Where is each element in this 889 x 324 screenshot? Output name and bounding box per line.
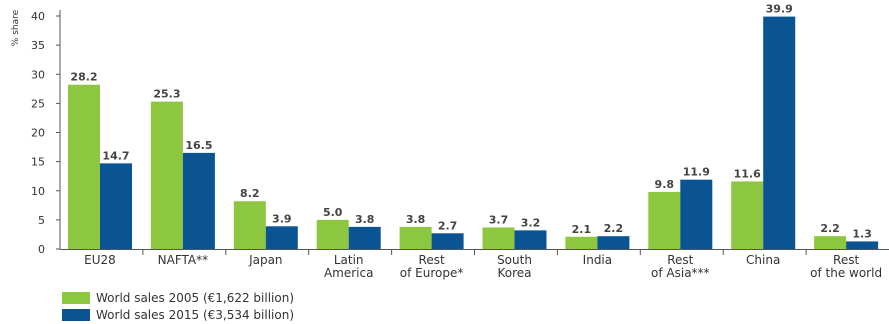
data-label: 3.8 xyxy=(355,213,375,226)
y-tick-label: 0 xyxy=(38,243,45,256)
bar-2005 xyxy=(648,191,681,249)
y-tick-label: 30 xyxy=(31,68,45,81)
x-category-label: Latin xyxy=(334,253,364,267)
legend-item-2015: World sales 2015 (€3,534 billion) xyxy=(62,307,294,323)
bar-2005 xyxy=(731,181,764,249)
data-label: 5.0 xyxy=(323,206,343,219)
x-category-label: of the world xyxy=(810,266,882,280)
x-category-label: India xyxy=(583,253,612,267)
y-tick-label: 20 xyxy=(31,127,45,140)
data-label: 3.2 xyxy=(521,216,541,229)
x-category-label: Japan xyxy=(248,253,282,267)
legend-label-2005: World sales 2005 (€1,622 billion) xyxy=(96,291,295,305)
bar-2005 xyxy=(814,236,847,249)
x-category-label: Rest xyxy=(419,253,445,267)
data-label: 1.3 xyxy=(852,227,872,240)
data-label: 3.8 xyxy=(406,213,426,226)
bar-2015 xyxy=(846,241,879,249)
x-category-label: China xyxy=(746,253,780,267)
data-label: 3.9 xyxy=(272,212,292,225)
bar-2015 xyxy=(431,233,464,249)
data-label: 16.5 xyxy=(185,139,212,152)
bar-2005 xyxy=(150,101,183,249)
y-tick-label: 25 xyxy=(31,97,45,110)
y-tick-label: 10 xyxy=(31,185,45,198)
bar-2005 xyxy=(399,226,432,249)
bar-2015 xyxy=(763,16,796,249)
x-category-label: Rest xyxy=(833,253,859,267)
data-label: 2.7 xyxy=(438,219,458,232)
bar-2015 xyxy=(265,226,298,249)
data-label: 2.1 xyxy=(572,223,592,236)
legend-label-2015: World sales 2015 (€3,534 billion) xyxy=(96,308,295,322)
x-category-label: of Europe* xyxy=(400,266,464,280)
bar-2015 xyxy=(182,152,215,249)
bar-2015 xyxy=(597,236,630,249)
bar-2005 xyxy=(482,227,515,249)
x-category-label: Korea xyxy=(497,266,531,280)
x-category-label: NAFTA** xyxy=(158,253,208,267)
y-tick-label: 15 xyxy=(31,156,45,169)
bar-2005 xyxy=(233,201,266,249)
bar-2015 xyxy=(100,163,132,249)
data-label: 11.6 xyxy=(734,167,761,180)
data-label: 8.2 xyxy=(240,187,260,200)
legend-swatch-2015 xyxy=(62,309,90,321)
bar-2005 xyxy=(68,84,100,249)
y-axis-title: % share xyxy=(11,9,21,46)
legend-item-2005: World sales 2005 (€1,622 billion) xyxy=(62,290,294,306)
y-tick-label: 5 xyxy=(38,214,45,227)
bar-2015 xyxy=(514,230,547,249)
legend-swatch-2005 xyxy=(62,292,90,304)
x-category-label: of Asia*** xyxy=(651,266,710,280)
data-label: 39.9 xyxy=(766,3,793,16)
data-label: 28.2 xyxy=(70,71,97,84)
data-label: 25.3 xyxy=(153,88,180,101)
bar-2015 xyxy=(680,179,713,249)
data-label: 2.2 xyxy=(820,222,840,235)
bar-2005 xyxy=(565,236,598,249)
y-tick-label: 35 xyxy=(31,39,45,52)
x-category-label: EU28 xyxy=(84,253,116,267)
x-category-label: South xyxy=(497,253,532,267)
legend: World sales 2005 (€1,622 billion) World … xyxy=(62,290,294,324)
y-tick-label: 40 xyxy=(31,10,45,23)
bar-2015 xyxy=(348,226,381,249)
bar-2005 xyxy=(316,219,349,249)
data-label: 2.2 xyxy=(604,222,624,235)
data-label: 11.9 xyxy=(683,166,710,179)
data-label: 9.8 xyxy=(655,178,675,191)
x-category-label: Rest xyxy=(667,253,693,267)
x-category-label: America xyxy=(324,266,374,280)
data-label: 3.7 xyxy=(489,213,509,226)
data-label: 14.7 xyxy=(102,149,129,162)
